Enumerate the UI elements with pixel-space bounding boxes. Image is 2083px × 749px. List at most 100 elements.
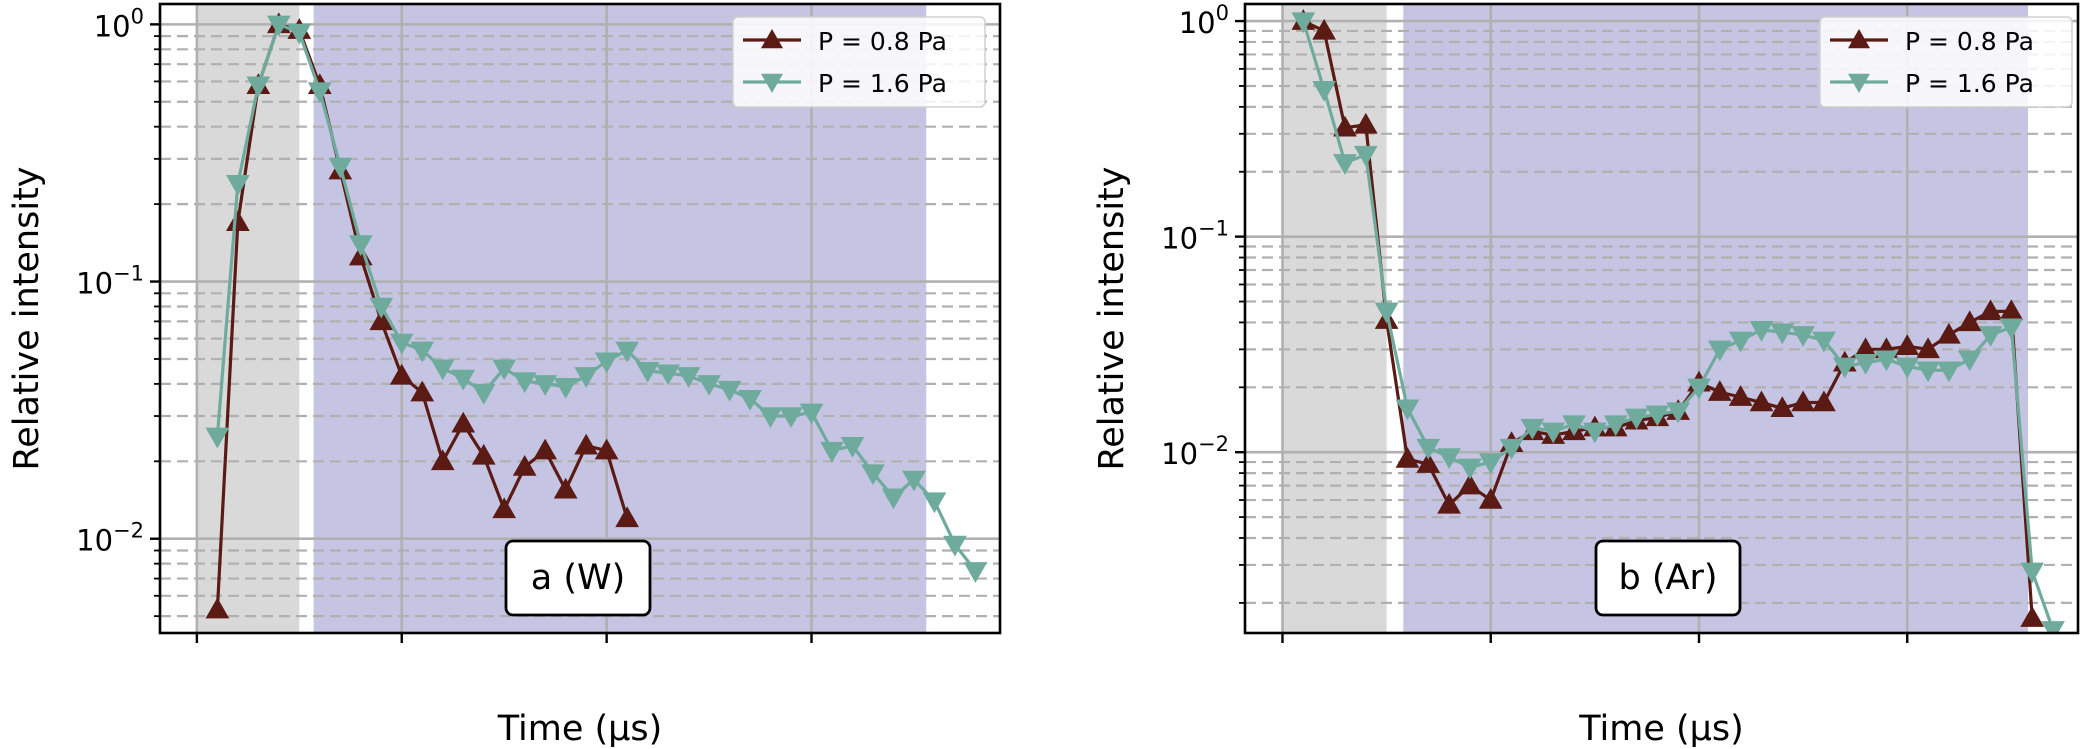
data-point-0p8-pa [1937, 322, 1961, 344]
legend-marker [1848, 29, 1870, 49]
data-point-1p6-pa [1728, 331, 1753, 353]
data-point-1p6-pa [1624, 408, 1649, 430]
data-point-1p6-pa [1749, 320, 1774, 342]
data-point-1p6-pa [635, 361, 660, 383]
data-point-1p6-pa [430, 359, 455, 381]
data-point-1p6-pa [615, 341, 639, 363]
data-point-1p6-pa [1312, 81, 1337, 102]
y-tick-label-base: 10 [1161, 222, 1198, 256]
data-point-1p6-pa [1812, 331, 1836, 353]
data-point-1p6-pa [1562, 415, 1586, 437]
data-point-0p8-pa [1978, 299, 2003, 321]
y-tick-label: 10−2 [1161, 432, 1229, 471]
data-point-0p8-pa [574, 433, 599, 455]
data-point-1p6-pa [717, 380, 742, 402]
data-point-1p6-pa [1937, 361, 1961, 383]
data-point-1p6-pa [1395, 399, 1420, 421]
data-point-0p8-pa [1749, 390, 1774, 412]
y-tick-label-exponent: 0 [1216, 1, 1229, 25]
data-point-0p8-pa [1458, 473, 1482, 495]
data-point-1p6-pa [738, 390, 762, 411]
y-tick-label: 100 [1179, 1, 1229, 40]
y-tick-label-base: 10 [1179, 6, 1216, 40]
panel-label-text: b (Ar) [1619, 558, 1718, 598]
data-point-0p8-pa [410, 380, 435, 402]
data-point-0p8-pa [471, 443, 496, 465]
data-point-0p8-pa [1707, 380, 1732, 401]
y-tick-label-exponent: 0 [131, 4, 144, 28]
data-point-1p6-pa [451, 369, 476, 391]
data-point-1p6-pa [799, 403, 824, 425]
y-tick-label: 10−1 [76, 262, 144, 301]
data-point-1p6-pa [2041, 621, 2065, 633]
data-point-0p8-pa [1895, 334, 1920, 356]
data-point-1p6-pa [410, 341, 435, 363]
y-tick-label-exponent: −2 [1198, 432, 1229, 456]
data-point-1p6-pa [369, 297, 394, 319]
data-point-1p6-pa [676, 367, 701, 388]
legend-marker [761, 73, 783, 93]
x-axis-label: Time (μs) [497, 709, 663, 749]
data-point-0p8-pa [512, 455, 537, 476]
legend-label: P = 1.6 Pa [818, 69, 947, 98]
data-point-0p8-pa [1791, 390, 1815, 412]
data-point-1p6-pa [2020, 562, 2045, 584]
x-axis-label: Time (μs) [1578, 709, 1744, 749]
data-point-1p6-pa [1541, 422, 1566, 444]
data-point-1p6-pa [861, 464, 885, 486]
y-tick-label: 100 [94, 4, 144, 43]
y-tick-label: 10−1 [1161, 217, 1229, 256]
data-point-1p6-pa [1707, 340, 1732, 362]
panel-label: a (W) [504, 539, 652, 617]
data-point-1p6-pa [963, 562, 988, 583]
data-point-1p6-pa [1874, 350, 1899, 372]
data-point-1p6-pa [1458, 458, 1482, 480]
data-point-0p8-pa [2020, 606, 2045, 627]
data-point-1p6-pa [1603, 415, 1628, 437]
data-point-1p6-pa [1374, 302, 1399, 324]
legend: P = 0.8 Pa P = 1.6 Pa [1819, 16, 2073, 108]
data-point-1p6-pa [1416, 438, 1441, 460]
data-point-1p6-pa [1853, 354, 1878, 375]
y-axis-label: Relative intensity [7, 166, 47, 470]
data-point-1p6-pa [533, 375, 558, 396]
data-point-1p6-pa [1333, 154, 1357, 175]
y-tick-label-base: 10 [76, 524, 113, 558]
data-point-1p6-pa [307, 82, 332, 104]
axes-frame [1243, 2, 2080, 635]
legend: P = 0.8 Pa P = 1.6 Pa [732, 16, 986, 108]
data-point-0p8-pa [1478, 488, 1503, 509]
data-point-1p6-pa [881, 488, 906, 510]
y-tick-label-base: 10 [76, 267, 113, 301]
data-point-0p8-pa [492, 497, 517, 519]
data-point-1p6-pa [697, 375, 721, 396]
data-point-1p6-pa [389, 333, 414, 355]
data-point-1p6-pa [225, 175, 250, 196]
data-point-1p6-pa [1687, 378, 1711, 400]
panel-label-box [1594, 539, 1742, 617]
data-point-0p8-pa [1812, 390, 1836, 412]
panel-label-text: a (W) [531, 558, 626, 598]
data-point-0p8-pa [1333, 115, 1357, 137]
data-point-1p6-pa [758, 407, 783, 429]
data-point-1p6-pa [1291, 12, 1316, 34]
data-point-1p6-pa [1478, 453, 1503, 475]
data-point-1p6-pa [820, 441, 844, 463]
data-point-1p6-pa [471, 383, 496, 405]
panel-label-box [504, 539, 652, 617]
y-tick-label-exponent: −2 [113, 519, 144, 543]
gray-shaded-span [196, 4, 300, 633]
data-point-1p6-pa [1895, 357, 1920, 379]
data-point-1p6-pa [1437, 448, 1461, 470]
data-point-1p6-pa [1499, 438, 1524, 460]
y-tick-label-base: 10 [1161, 437, 1198, 471]
y-tick-label: 10−2 [76, 519, 144, 558]
data-point-0p8-pa [225, 210, 250, 232]
plot-area [1245, 4, 2078, 633]
data-point-1p6-pa [1832, 357, 1857, 379]
data-point-1p6-pa [1520, 418, 1545, 440]
data-point-1p6-pa [328, 157, 353, 179]
